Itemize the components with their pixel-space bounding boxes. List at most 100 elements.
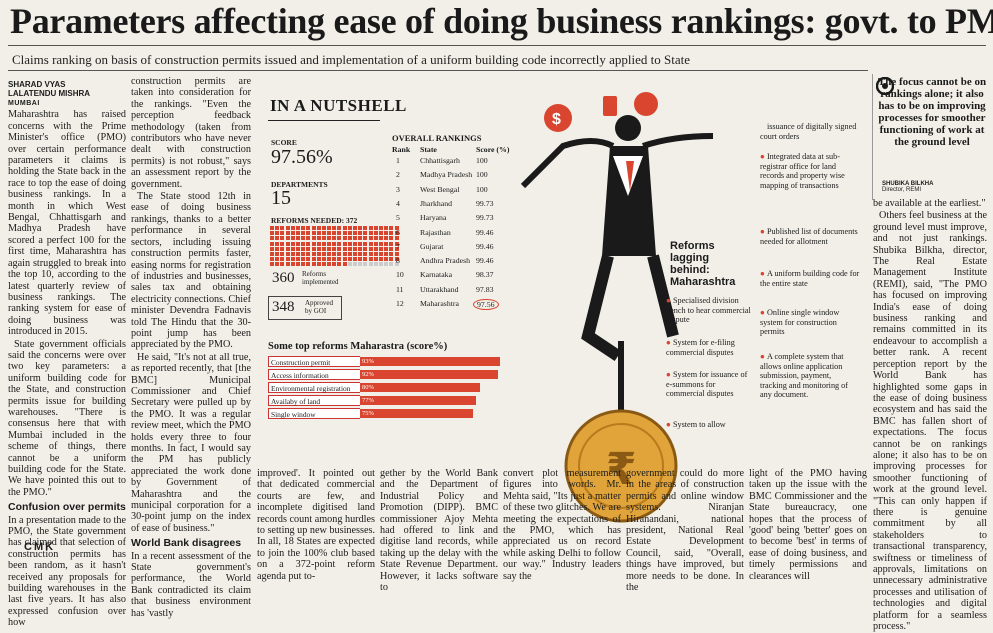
head-shape	[615, 115, 641, 141]
paragraph: The State stood 12th in ease of doing bu…	[131, 191, 251, 351]
reform-dot	[327, 236, 332, 241]
reform-dot	[378, 246, 383, 251]
ranking-row: 6 Rajasthan 99.46	[392, 228, 512, 242]
reform-dot	[270, 246, 274, 251]
reform-dot	[285, 241, 290, 246]
ranking-score: 99.46	[476, 241, 494, 251]
paragraph: Others feel business at the ground level…	[873, 210, 987, 633]
reform-dot	[394, 257, 399, 262]
score-value: 97.56%	[271, 146, 333, 168]
paragraph: construction permits are taken into cons…	[131, 76, 251, 190]
ranking-state: Uttarakhand	[420, 284, 459, 294]
reform-dot	[394, 226, 399, 230]
reform-dot	[363, 262, 368, 267]
rupee-coin-wheel	[564, 409, 678, 523]
reform-dot	[316, 231, 321, 236]
reform-dot	[316, 257, 321, 262]
article-column-1: SHARAD VYAS LALATENDU MISHRA MUMBAI Maha…	[8, 80, 126, 630]
reform-dot	[373, 236, 378, 241]
ranking-row: 7 Gujarat 99.46	[392, 242, 512, 256]
rankings-title: OVERALL RANKINGS	[392, 133, 482, 143]
lagging-reform-item: ● System for e-filing commercial disputes	[666, 338, 735, 357]
reform-dot	[337, 241, 342, 246]
reform-dot	[384, 251, 389, 256]
reform-dot	[353, 236, 357, 241]
lagging-reform-item: ● Online single window system for constru…	[760, 308, 840, 337]
reform-dot	[384, 246, 389, 251]
reform-dot	[337, 231, 342, 236]
reform-bar-value: 93%	[362, 358, 374, 365]
reform-dot	[347, 236, 352, 241]
reform-dot	[290, 262, 295, 267]
reform-dot	[358, 226, 363, 230]
reform-dot	[389, 257, 394, 262]
reform-dot	[363, 257, 368, 262]
reform-dot	[358, 262, 363, 267]
ranking-row: 11 Uttarakhand 97.83	[392, 285, 512, 299]
reform-dot	[332, 251, 337, 256]
departments-label: DEPARTMENTS	[271, 180, 328, 189]
reform-dot	[290, 231, 295, 236]
businessman-illustration: $ ₹	[520, 92, 714, 523]
reform-dot	[353, 251, 357, 256]
reform-dot	[301, 236, 306, 241]
reform-bar	[360, 357, 500, 366]
reform-bar	[360, 370, 498, 379]
reform-dot	[378, 241, 383, 246]
ranking-row: 2 Madhya Pradesh 100	[392, 170, 512, 184]
reform-dot	[389, 262, 394, 267]
reform-dot	[342, 246, 347, 251]
byline-name-2: LALATENDU MISHRA	[8, 89, 91, 98]
reform-dot	[384, 257, 389, 262]
reform-dot	[316, 241, 321, 246]
reform-dot	[285, 257, 290, 262]
reform-dot	[306, 257, 311, 262]
pull-quote-attribution: SHUBIKA BILKHA Director, REMI	[882, 181, 933, 193]
reform-bar-label: Construction permit	[268, 356, 360, 367]
reform-dot	[389, 226, 394, 230]
ranking-score: 100	[476, 156, 488, 165]
reform-dot	[321, 246, 326, 251]
reform-dot	[306, 246, 311, 251]
reform-dot	[306, 236, 311, 241]
reform-dot	[332, 226, 337, 230]
reform-dot	[295, 262, 300, 267]
reform-dot	[394, 241, 399, 246]
reform-dot	[384, 236, 389, 241]
infographic-panel	[257, 86, 867, 526]
reform-dot	[295, 236, 300, 241]
section-heading: Confusion over permits	[8, 501, 126, 514]
reform-dot	[353, 241, 357, 246]
reform-dot	[280, 231, 285, 236]
reform-dot	[373, 231, 378, 236]
reform-dot	[347, 241, 352, 246]
byline-name-1: SHARAD VYAS	[8, 80, 66, 89]
reform-dot	[373, 241, 378, 246]
reforms-needed-label: REFORMS NEEDED: 372	[271, 216, 358, 225]
ranking-state: Jharkhand	[420, 198, 453, 208]
reform-bar-label: Environmental registration	[268, 382, 360, 393]
reform-dot	[373, 262, 378, 267]
reform-dot	[378, 257, 383, 262]
reform-dot	[358, 257, 363, 262]
approved-label: Approved by GOI	[305, 299, 333, 315]
reform-dot	[327, 241, 332, 246]
reform-dot	[290, 257, 295, 262]
reform-bar-label: Access information	[268, 369, 360, 380]
lagging-title: Reforms lagging behind: Maharashtra	[670, 240, 736, 288]
reform-dot	[394, 251, 399, 256]
ranking-row: 4 Jharkhand 99.73	[392, 199, 512, 213]
pull-quote-name: SHUBIKA BILKHA	[882, 181, 934, 187]
article-bottom-col-5: light of the PMO having taken up the iss…	[749, 468, 867, 583]
ranking-score: 97.56	[473, 299, 499, 310]
reform-dot	[332, 236, 337, 241]
reform-dot	[332, 241, 337, 246]
paragraph: Maharashtra has raised concerns with the…	[8, 109, 126, 338]
article-right-column: be available at the earliest." Others fe…	[873, 198, 987, 633]
tie-shape	[626, 161, 634, 191]
reform-dot	[337, 262, 342, 267]
section-heading: World Bank disagrees	[131, 537, 242, 550]
reform-dot	[285, 262, 290, 267]
reform-dot	[280, 236, 285, 241]
lagging-reform-item: ●issuance of digitally signed court orde…	[760, 122, 857, 141]
